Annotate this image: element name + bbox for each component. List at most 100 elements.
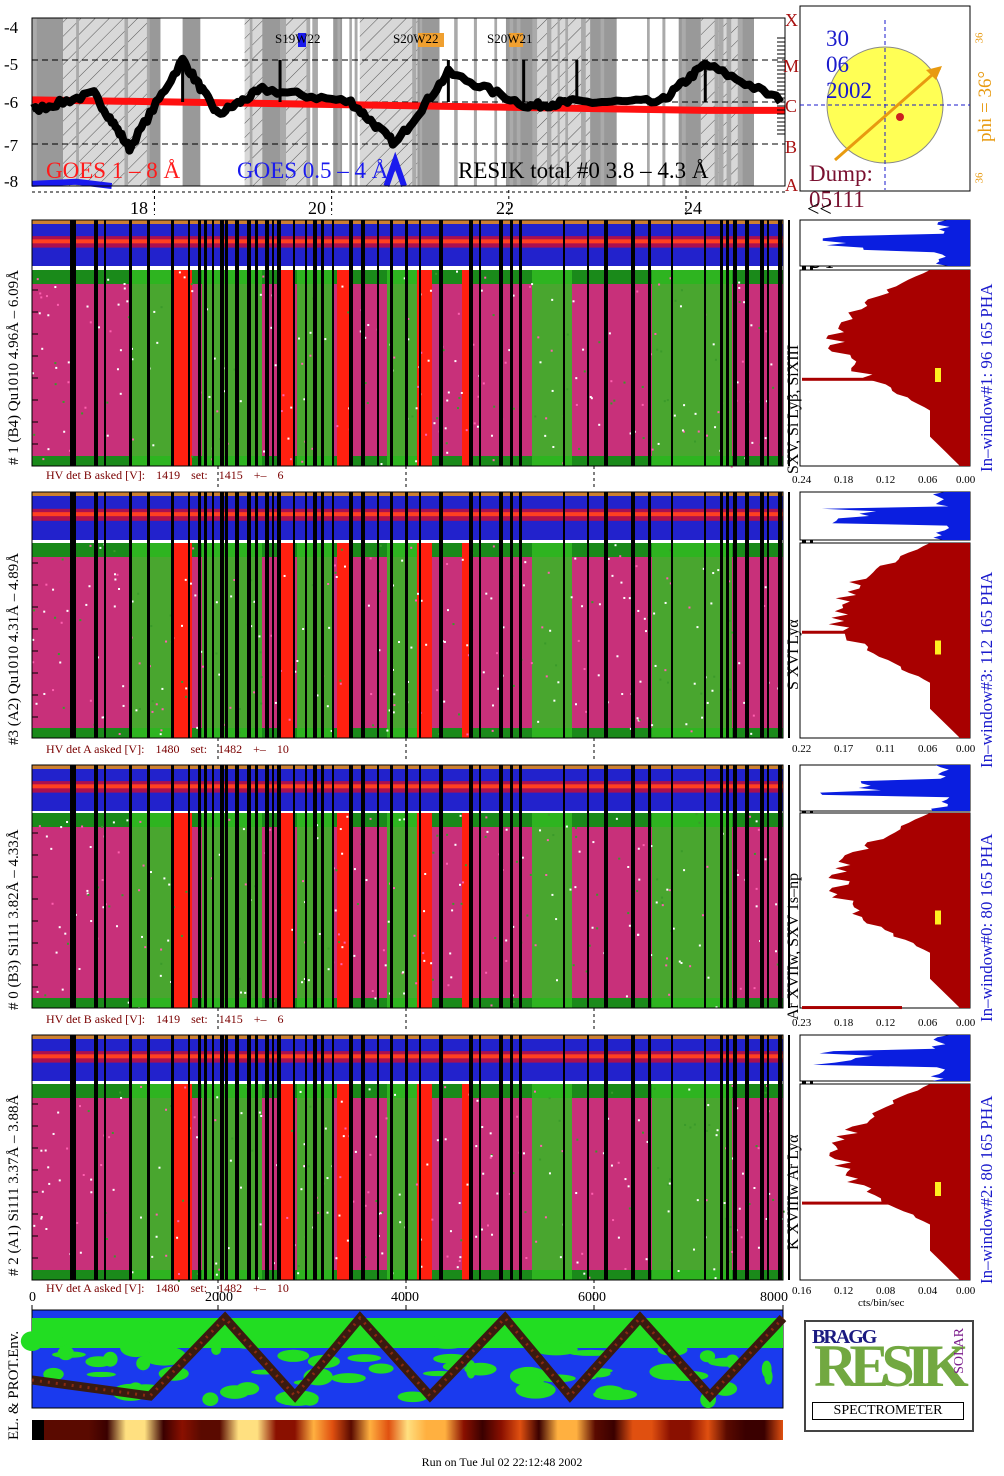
heatmap-green-column — [202, 270, 262, 466]
spectrum-area — [829, 1084, 970, 1280]
heatmap-speckle — [101, 716, 104, 719]
heatmap-speckle — [208, 395, 211, 398]
heatmap-speckle — [316, 824, 319, 827]
heatmap-speckle — [700, 692, 703, 695]
heatmap-speckle — [689, 1126, 692, 1129]
heatmap-gap — [587, 220, 589, 466]
heatmap-green-column — [652, 270, 732, 466]
heatmap-speckle — [753, 852, 756, 855]
heatmap-speckle — [512, 684, 515, 687]
heatmap-gap — [469, 220, 473, 466]
spectrum-marker — [935, 640, 941, 655]
heatmap-speckle — [712, 343, 715, 346]
heatmap-speckle — [529, 873, 532, 876]
heatmap-speckle — [534, 415, 537, 418]
heatmap-speckle — [607, 1117, 610, 1120]
heatmap-speckle — [296, 659, 299, 662]
heatmap-gap — [519, 492, 522, 738]
heatmap-speckle — [381, 1211, 384, 1214]
heatmap-speckle — [66, 820, 69, 823]
heatmap-speckle — [282, 394, 285, 397]
logo-resik: RESIK — [814, 1333, 969, 1399]
heatmap-speckle — [764, 1091, 767, 1094]
heatmap-speckle — [334, 571, 337, 574]
heatmap-speckle — [366, 402, 369, 405]
heatmap-speckle — [598, 423, 601, 426]
heatmap-speckle — [58, 926, 61, 929]
spectrum-spike — [802, 630, 902, 634]
env-blob — [699, 1350, 716, 1363]
heatmap-frame — [31, 219, 784, 467]
heatmap-speckle — [698, 821, 701, 824]
heatmap-speckle — [47, 314, 50, 317]
env-blob — [466, 1360, 476, 1379]
env-blob — [236, 1382, 260, 1396]
heatmap-speckle — [711, 689, 714, 692]
hv-set: 1482 — [218, 1281, 243, 1295]
heatmap-speckle — [616, 655, 619, 658]
heatmap-speckle — [114, 573, 117, 576]
heatmap-speckle — [76, 1221, 79, 1224]
env-blob — [301, 1393, 319, 1406]
heatmap-speckle — [582, 348, 585, 351]
heatmap-speckle — [492, 459, 495, 462]
detector-range-label: # 0 (B3) Si111 3.82Å – 4.33Å — [6, 829, 22, 1010]
heatmap-speckle — [35, 702, 38, 705]
heatmap-speckle — [415, 407, 418, 410]
in-window-label: In–window#0: 80 165 PHA — [977, 833, 996, 1022]
heatmap-speckle — [64, 932, 67, 935]
hv-label: HV det A asked [V]: — [46, 1281, 145, 1295]
heatmap-gap — [104, 220, 106, 466]
heatmap-speckle — [465, 429, 468, 432]
heatmap-speckle — [307, 1165, 310, 1168]
heatmap-speckle — [724, 1217, 727, 1220]
heatmap-speckle — [127, 1001, 130, 1004]
heatmap-speckle — [715, 1006, 718, 1009]
heatmap-gap — [604, 492, 608, 738]
heatmap-speckle — [260, 676, 263, 679]
heatmap-speckle — [466, 1183, 469, 1186]
heatmap-speckle — [656, 348, 659, 351]
heatmap-gap — [188, 220, 190, 466]
heatmap-gap — [778, 492, 782, 738]
heatmap-speckle — [485, 592, 488, 595]
heatmap-speckle — [763, 604, 766, 607]
heatmap-speckle — [476, 1099, 479, 1102]
heatmap-speckle — [339, 828, 342, 831]
heatmap-speckle — [113, 605, 116, 608]
heatmap-speckle — [669, 582, 672, 585]
heatmap-speckle — [697, 430, 700, 433]
heatmap-speckle — [757, 1147, 760, 1150]
heatmap-gap — [439, 765, 443, 1008]
heatmap-speckle — [551, 389, 554, 392]
heatmap-speckle — [547, 571, 550, 574]
heatmap-speckle — [588, 944, 591, 947]
heatmap-speckle — [669, 549, 672, 552]
heatmap-speckle — [378, 590, 381, 593]
heatmap-green-column — [532, 1084, 572, 1280]
heatmap-speckle — [341, 285, 344, 288]
hv-set: 1415 — [218, 468, 243, 482]
heatmap-speckle — [537, 720, 540, 723]
heatmap-speckle — [131, 600, 134, 603]
heatmap-gap — [147, 492, 150, 738]
heatmap-speckle — [549, 629, 552, 632]
heatmap-speckle — [464, 864, 467, 867]
detector-lines-label: Ar XVIIw, SXV 1s–np — [785, 872, 802, 1020]
heatmap-gap — [171, 1035, 174, 1280]
heatmap-speckle — [737, 873, 740, 876]
heatmap-speckle — [741, 360, 744, 363]
heatmap-speckle — [495, 652, 498, 655]
heatmap-gap — [778, 765, 782, 1008]
heatmap-speckle — [748, 1203, 751, 1206]
heatmap-speckle — [99, 546, 102, 549]
heatmap-speckle — [591, 1192, 594, 1195]
heatmap-speckle — [286, 1216, 289, 1219]
heatmap-speckle — [624, 1267, 627, 1270]
heatmap-speckle — [758, 326, 761, 329]
heatmap-speckle — [540, 1144, 543, 1147]
heatmap-speckle — [576, 1261, 579, 1264]
heatmap-speckle — [490, 1154, 493, 1157]
heatmap-speckle — [583, 370, 586, 373]
flare-class-label: X — [785, 10, 798, 30]
